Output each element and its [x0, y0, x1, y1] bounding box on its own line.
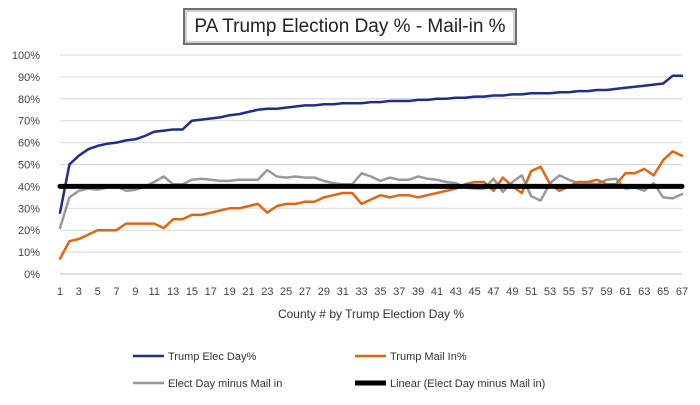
- y-tick-label: 80%: [18, 94, 40, 106]
- legend-item: Elect Day minus Mail in: [133, 378, 282, 390]
- x-tick-label: 39: [412, 286, 424, 298]
- series-line: [58, 74, 684, 214]
- x-tick-label: 19: [224, 286, 236, 298]
- x-tick-label: 41: [431, 286, 443, 298]
- x-tick-label: 13: [167, 286, 179, 298]
- legend-label: Trump Elec Day%: [168, 351, 256, 363]
- y-tick-label: 0%: [24, 269, 40, 281]
- y-tick-label: 70%: [18, 116, 40, 128]
- x-tick-label: 47: [487, 286, 499, 298]
- x-tick-label: 21: [242, 286, 254, 298]
- x-tick-label: 61: [619, 286, 631, 298]
- x-tick-label: 1: [57, 286, 63, 298]
- x-tick-label: 31: [337, 286, 349, 298]
- legend-item: Trump Elec Day%: [133, 351, 256, 363]
- x-tick-label: 37: [393, 286, 405, 298]
- y-tick-label: 40%: [18, 181, 40, 193]
- x-tick-label: 51: [525, 286, 537, 298]
- legend-item: Trump Mail In%: [355, 351, 467, 363]
- x-tick-label: 53: [544, 286, 556, 298]
- x-tick-label: 29: [318, 286, 330, 298]
- y-tick-label: 10%: [18, 247, 40, 259]
- x-tick-label: 3: [76, 286, 82, 298]
- x-tick-label: 67: [676, 286, 688, 298]
- legend: Trump Elec Day% Trump Mail In% Elect Day m…: [133, 351, 545, 390]
- x-tick-label: 57: [582, 286, 594, 298]
- legend-label: Elect Day minus Mail in: [168, 378, 282, 390]
- y-tick-label: 20%: [18, 225, 40, 237]
- x-tick-label: 65: [657, 286, 669, 298]
- x-tick-label: 5: [95, 286, 101, 298]
- y-tick-label: 60%: [18, 138, 40, 150]
- y-tick-label: 100%: [12, 50, 40, 62]
- x-axis-label: County # by Trump Election Day %: [278, 307, 464, 321]
- y-tick-label: 50%: [18, 160, 40, 172]
- x-tick-label: 17: [205, 286, 217, 298]
- legend-label: Linear (Elect Day minus Mail in): [390, 378, 545, 390]
- x-tick-label: 45: [469, 286, 481, 298]
- legend-label: Trump Mail In%: [390, 351, 467, 363]
- x-tick-label: 23: [261, 286, 273, 298]
- x-axis-ticks: 1 3 5 7 9 11 13 15 17 19 21 23 25 27 29 31 33 35 37 39 41 43 4…: [57, 286, 688, 298]
- x-tick-label: 11: [149, 286, 160, 298]
- x-tick-label: 9: [132, 286, 138, 298]
- x-tick-label: 63: [638, 286, 650, 298]
- x-tick-label: 15: [186, 286, 198, 298]
- x-tick-label: 43: [450, 286, 462, 298]
- chart-title: PA Trump Election Day % - Mail-in %: [183, 8, 517, 45]
- series-lines: [57, 74, 685, 260]
- x-tick-label: 25: [280, 286, 292, 298]
- x-tick-label: 49: [506, 286, 518, 298]
- y-tick-label: 90%: [18, 72, 40, 84]
- y-tick-label: 30%: [18, 203, 40, 215]
- legend-item: Linear (Elect Day minus Mail in): [355, 378, 545, 390]
- series-line: [58, 150, 684, 260]
- x-tick-label: 27: [299, 286, 311, 298]
- x-tick-label: 35: [374, 286, 386, 298]
- x-tick-label: 55: [563, 286, 575, 298]
- x-tick-label: 7: [113, 286, 119, 298]
- x-tick-label: 59: [600, 286, 612, 298]
- x-tick-label: 33: [355, 286, 367, 298]
- y-axis-ticks: 0% 10% 20% 30% 40% 50% 60% 70% 80% 90% 100%: [12, 50, 40, 281]
